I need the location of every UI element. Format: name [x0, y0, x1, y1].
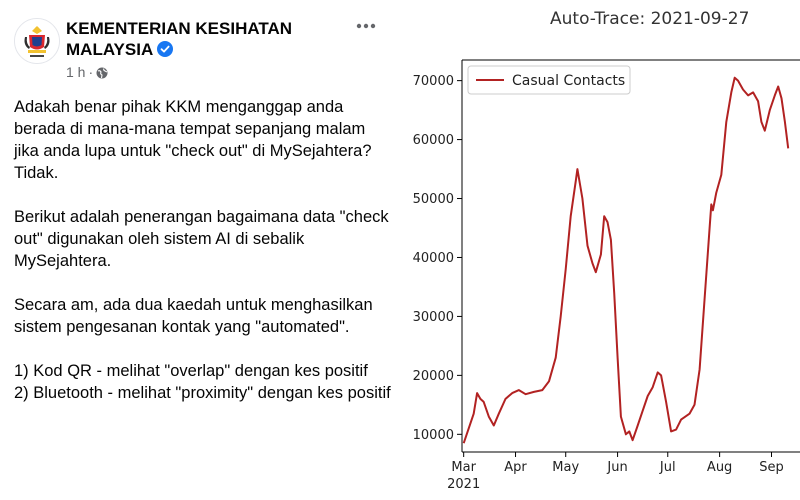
- chart-title: Auto-Trace: 2021-09-27: [550, 9, 750, 29]
- page-name[interactable]: KEMENTERIAN KESIHATAN MALAYSIA: [66, 18, 326, 62]
- post-paragraph: Berikut adalah penerangan bagaimana data…: [14, 208, 389, 270]
- x-tick-label: Jul: [659, 460, 676, 475]
- post-time[interactable]: 1 h: [66, 64, 86, 80]
- line-chart: 10000 20000 30000 40000 50000 60000 70000 Mar Ap…: [413, 59, 800, 492]
- x-tick-label: Jun: [606, 460, 627, 475]
- page-avatar[interactable]: [14, 18, 60, 64]
- x-tick-label: Aug: [707, 460, 732, 475]
- series-line-casual-contacts: [462, 76, 790, 444]
- legend-label: Casual Contacts: [512, 73, 625, 89]
- coat-of-arms-icon: [15, 19, 59, 63]
- y-tick-label: 50000: [413, 192, 454, 207]
- post-paragraph: Adakah benar pihak KKM menganggap anda b…: [14, 98, 372, 182]
- verified-badge-icon: [157, 41, 174, 62]
- chart-panel: Auto-Trace: 2021-09-27 10000 20000 30000 40…: [400, 0, 800, 500]
- y-tick-label: 40000: [413, 251, 454, 266]
- legend-box: [467, 65, 631, 95]
- page-name-line1[interactable]: KEMENTERIAN KESIHATAN: [66, 19, 293, 38]
- x-tick-label: May: [552, 460, 579, 475]
- post-paragraph: Secara am, ada dua kaedah untuk menghasi…: [14, 296, 373, 336]
- post-list-item: 2) Bluetooth - melihat "proximity" denga…: [14, 384, 391, 402]
- post-body: Adakah benar pihak KKM menganggap anda b…: [14, 96, 394, 404]
- more-options-icon[interactable]: [352, 16, 380, 36]
- post-list-item: 1) Kod QR - melihat "overlap" dengan kes…: [14, 362, 368, 380]
- globe-icon[interactable]: [96, 66, 108, 82]
- y-tick-label: 20000: [413, 369, 454, 384]
- y-tick-label: 70000: [413, 74, 454, 89]
- y-tick-label: 10000: [413, 428, 454, 443]
- page-name-line2[interactable]: MALAYSIA: [66, 40, 154, 59]
- facebook-post: KEMENTERIAN KESIHATAN MALAYSIA 1 h · Adak…: [14, 14, 394, 404]
- x-year-label: 2021: [447, 477, 480, 492]
- post-meta: 1 h ·: [66, 64, 108, 82]
- y-tick-label: 30000: [413, 310, 454, 325]
- y-tick-label: 60000: [413, 133, 454, 148]
- x-tick-label: Apr: [504, 460, 527, 475]
- x-tick-label: Mar: [451, 460, 476, 475]
- meta-separator: ·: [88, 64, 94, 80]
- post-header: KEMENTERIAN KESIHATAN MALAYSIA 1 h ·: [14, 14, 386, 84]
- x-tick-label: Sep: [759, 460, 784, 475]
